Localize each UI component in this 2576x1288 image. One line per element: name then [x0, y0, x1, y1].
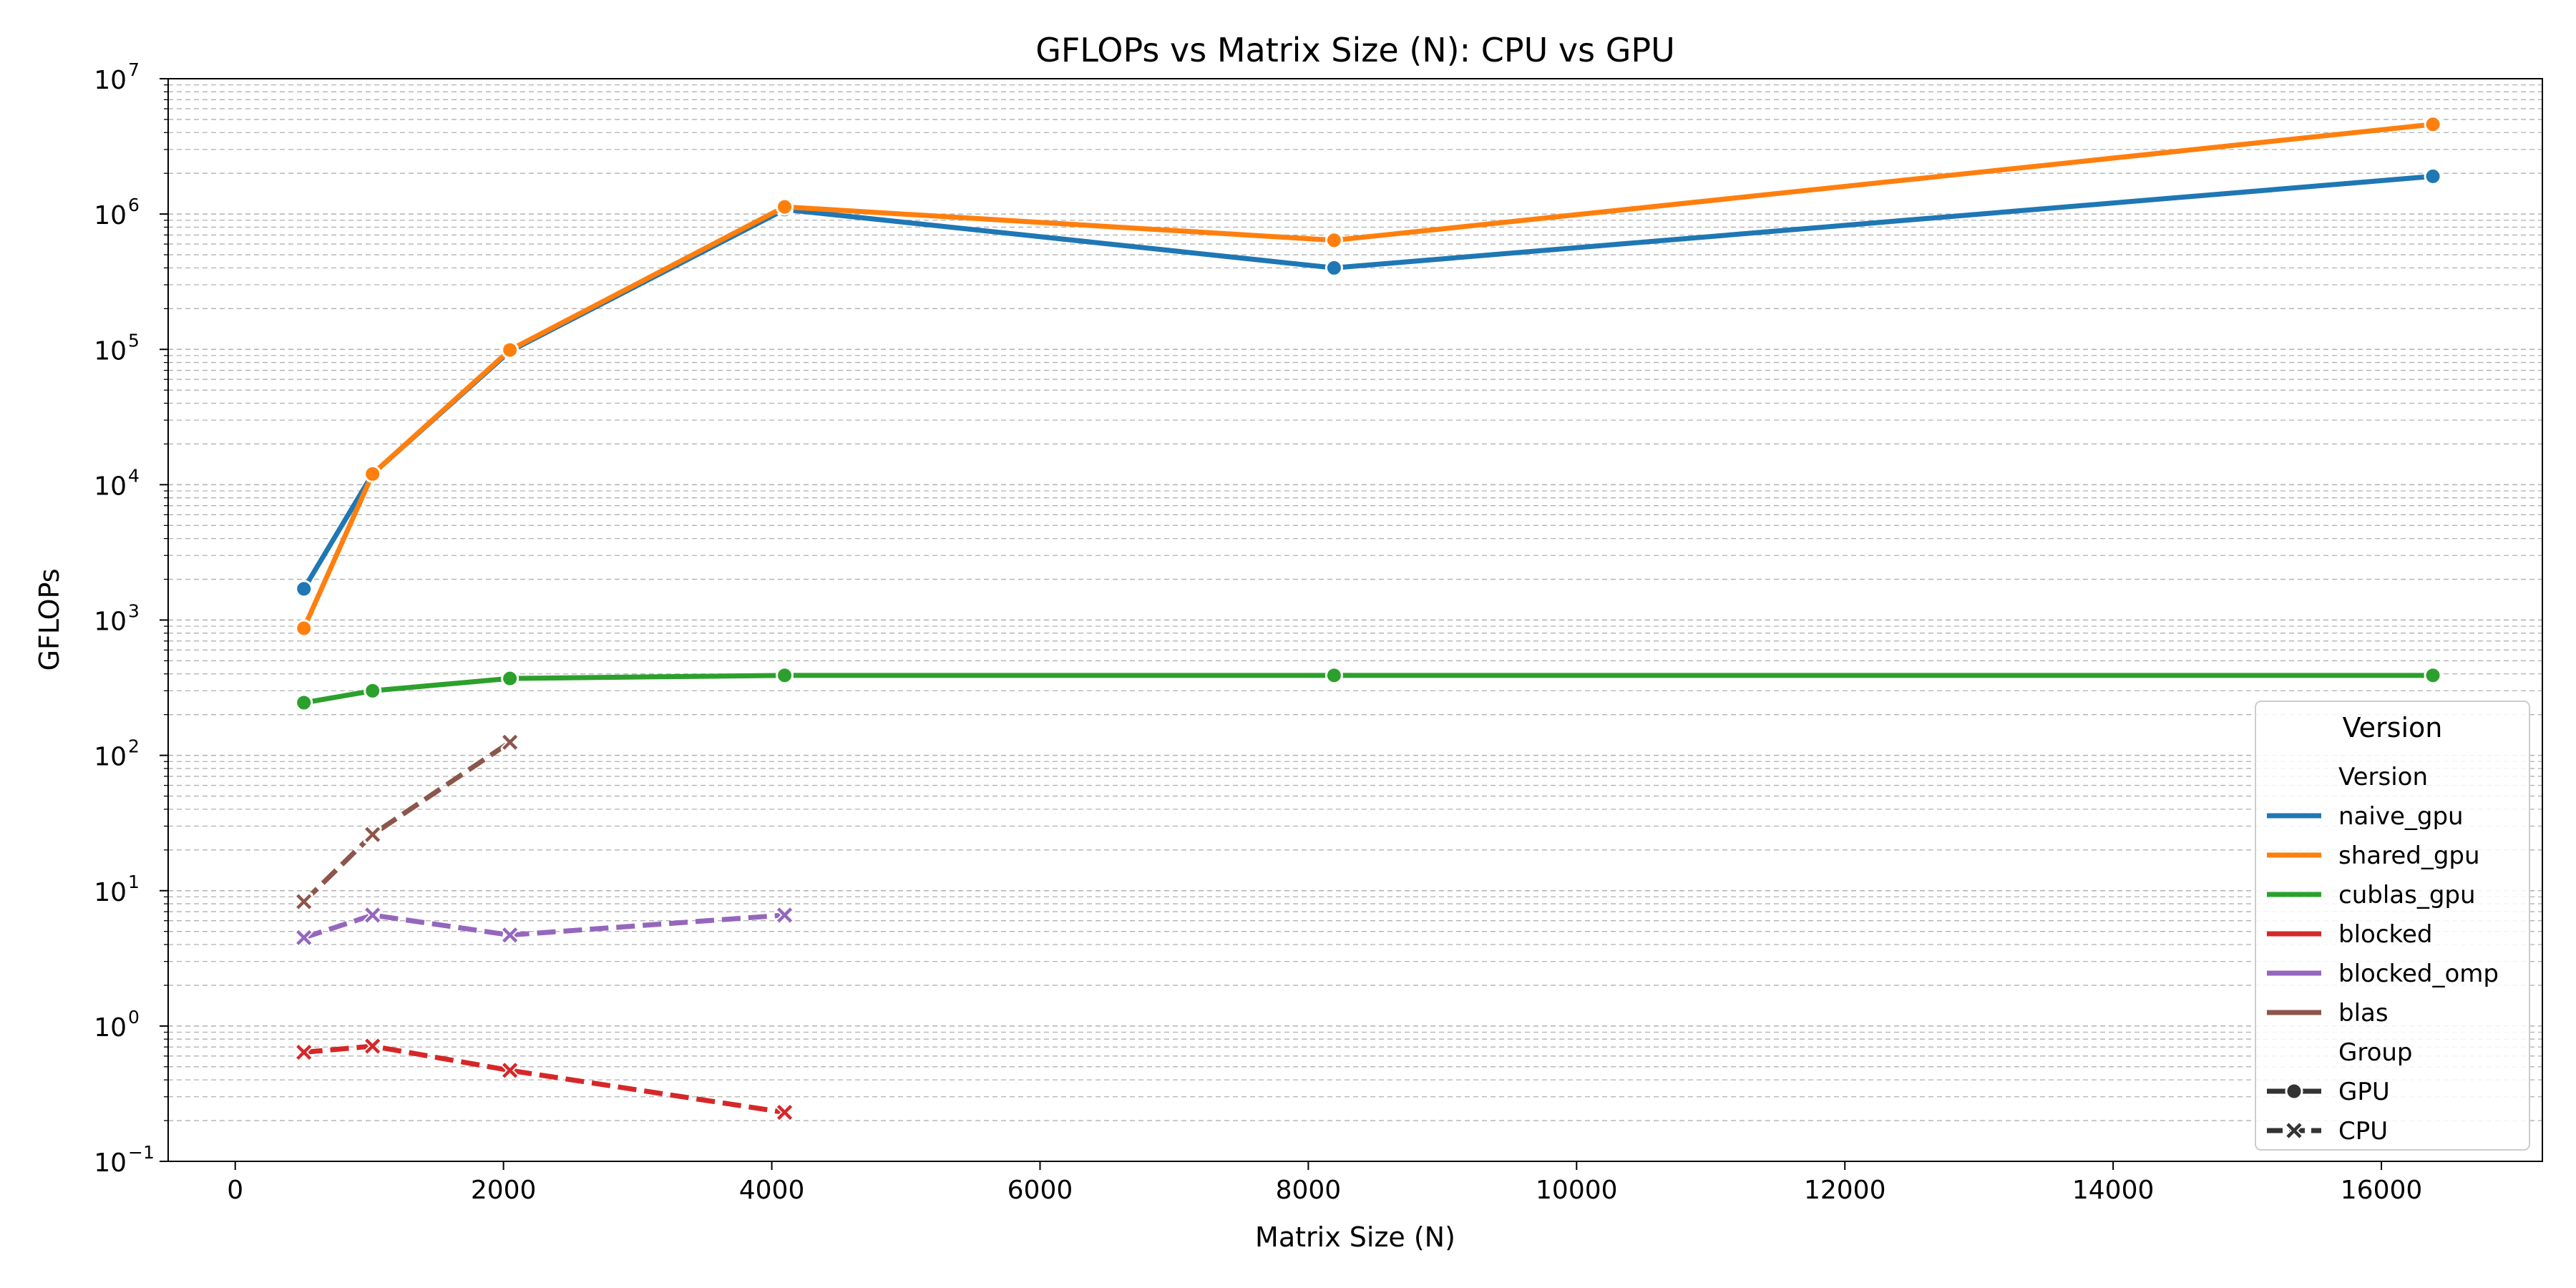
marker-stroke: [2286, 1123, 2302, 1138]
series-line-blocked-omp: [303, 912, 785, 940]
y-tick-label: 10: [94, 201, 127, 230]
series-line-cublas-gpu: [303, 673, 2434, 706]
marker-stroke: [776, 1104, 793, 1121]
data-point-blocked: [500, 1060, 519, 1080]
marker-stroke: [502, 1063, 518, 1078]
data-point-blocked-omp: [363, 905, 382, 924]
marker-stroke: [365, 1038, 381, 1054]
series-line-blocked: [303, 1043, 786, 1116]
y-axis-label: GFLOPs: [34, 568, 65, 670]
series-line-shared-gpu: [301, 122, 2434, 630]
legend-label-blas: blas: [2338, 999, 2389, 1028]
y-tick-label: 10: [94, 743, 127, 772]
legend-label-blocked-omp: blocked_omp: [2338, 960, 2499, 988]
x-tick-label: 16000: [2341, 1176, 2423, 1205]
data-point-shared-gpu: [776, 197, 794, 216]
x-tick-label: 12000: [1804, 1176, 1886, 1205]
data-point-blas: [500, 733, 519, 752]
grid: [168, 78, 2542, 1162]
data-point-cublas-gpu: [2424, 666, 2442, 685]
legend-label-naive-gpu: naive_gpu: [2338, 802, 2464, 831]
legend-header-group: Group: [2338, 1038, 2413, 1067]
data-point-cublas-gpu: [501, 669, 519, 688]
legend-label-blocked: blocked: [2338, 920, 2433, 949]
legend-label-cublas-gpu: cublas_gpu: [2338, 881, 2476, 909]
chart-title: GFLOPs vs Matrix Size (N): CPU vs GPU: [1035, 31, 1675, 69]
y-tick-exponent: 0: [128, 1007, 140, 1028]
data-point-naive-gpu: [2424, 167, 2442, 185]
y-tick-label: 10: [94, 1013, 127, 1043]
data-point-shared-gpu: [501, 341, 519, 359]
x-axis-label: Matrix Size (N): [1255, 1221, 1455, 1253]
legend-label-gpu: GPU: [2338, 1078, 2390, 1106]
series-layer: [294, 115, 2442, 1122]
data-point-blocked: [775, 1103, 794, 1122]
marker-stroke: [296, 930, 312, 945]
marker-stroke: [502, 734, 518, 750]
y-tick-exponent: 1: [128, 872, 140, 892]
marker-stroke: [502, 927, 518, 943]
data-point-shared-gpu: [295, 619, 313, 638]
legend-marker-gpu: [2285, 1082, 2303, 1101]
y-tick-label: 10: [94, 472, 127, 501]
legend: Version Version naive_gpu shared_gpu cublas_…: [2255, 701, 2530, 1151]
x-tick-label: 2000: [471, 1176, 537, 1205]
x-tick-label: 10000: [1536, 1176, 1618, 1205]
x-tick-label: 0: [227, 1176, 243, 1205]
data-point-cublas-gpu: [1324, 666, 1343, 685]
legend-box: [2255, 701, 2530, 1151]
x-axis: 0 2000 4000 6000 8000 10000 12000 14000 16000: [227, 1161, 2422, 1205]
data-point-blocked-omp: [500, 925, 519, 945]
legend-title: Version: [2343, 712, 2443, 743]
legend-header-version: Version: [2338, 763, 2428, 791]
data-point-blas: [294, 892, 313, 912]
data-point-naive-gpu: [295, 580, 313, 598]
x-tick-label: 14000: [2072, 1176, 2155, 1205]
y-tick-exponent: 4: [128, 465, 140, 486]
legend-marker-cpu: [2285, 1121, 2303, 1140]
y-tick-exponent: 2: [128, 736, 140, 757]
x-tick-label: 8000: [1276, 1176, 1342, 1205]
marker-stroke: [296, 894, 312, 909]
y-tick-label: 10: [94, 878, 127, 907]
legend-label-shared-gpu: shared_gpu: [2338, 841, 2480, 870]
legend-label-cpu: CPU: [2338, 1117, 2388, 1146]
y-tick-label: 10: [94, 1148, 127, 1178]
y-tick-label: 10: [94, 66, 127, 95]
data-point-blocked: [363, 1037, 382, 1056]
marker-stroke: [365, 907, 381, 923]
y-tick-label: 10: [94, 336, 127, 366]
x-tick-label: 6000: [1008, 1176, 1073, 1205]
marker-stroke: [365, 826, 381, 842]
y-tick-exponent: 6: [128, 195, 140, 215]
data-point-shared-gpu: [1324, 231, 1343, 250]
data-point-naive-gpu: [1324, 258, 1343, 277]
data-point-blocked-omp: [775, 905, 794, 924]
y-tick-exponent: 3: [128, 601, 140, 622]
data-point-blocked-omp: [294, 928, 313, 947]
data-point-shared-gpu: [364, 464, 382, 483]
y-tick-exponent: −1: [128, 1142, 155, 1163]
data-point-blocked: [294, 1043, 313, 1062]
marker-stroke: [296, 1044, 312, 1060]
data-point-cublas-gpu: [295, 693, 313, 712]
data-point-shared-gpu: [2424, 115, 2442, 134]
y-tick-label: 10: [94, 608, 127, 637]
x-tick-label: 4000: [739, 1176, 805, 1205]
data-point-cublas-gpu: [776, 666, 794, 685]
y-tick-exponent: 7: [128, 59, 140, 80]
data-point-blas: [363, 825, 382, 844]
y-tick-exponent: 5: [128, 330, 140, 351]
data-point-cublas-gpu: [364, 681, 382, 700]
marker-stroke: [776, 907, 793, 923]
